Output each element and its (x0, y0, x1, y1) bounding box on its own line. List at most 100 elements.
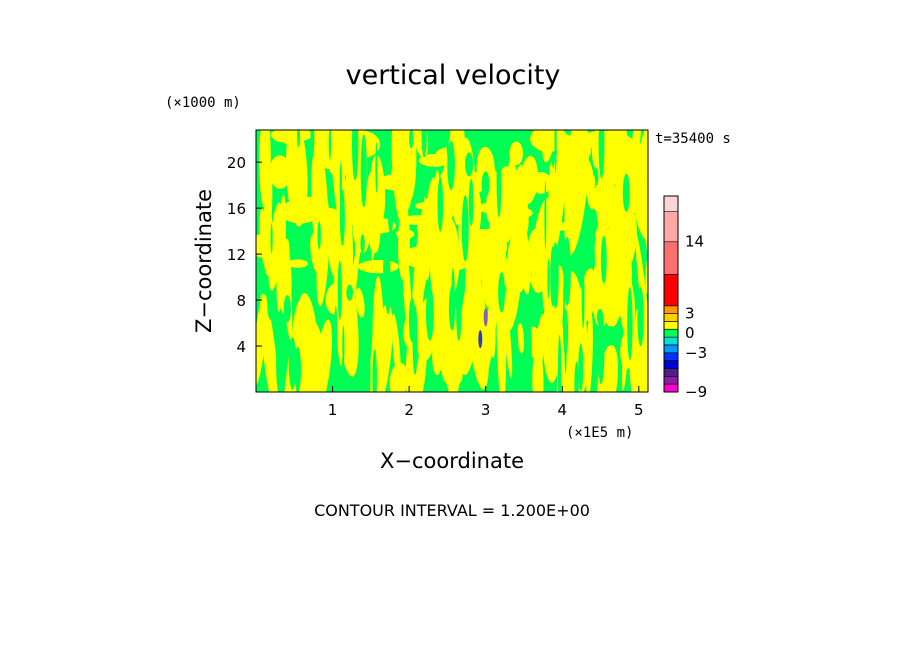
chart-title: vertical velocity (346, 60, 561, 91)
colorbar-segment (663, 195, 679, 212)
colorbar-tick-label: −3 (685, 344, 707, 362)
field-gap (597, 312, 605, 385)
field-gap (257, 262, 266, 295)
field-gap (297, 130, 300, 147)
field-gap (481, 171, 490, 198)
y-axis: 4 8 12 16 20 (227, 154, 262, 356)
x-axis: 1 2 3 4 5 (328, 386, 644, 419)
field-gap (426, 285, 434, 341)
colorbar-segment (663, 352, 679, 361)
field-gap (637, 287, 644, 347)
field-blob (391, 164, 407, 179)
field-streak (432, 323, 445, 376)
colorbar-frame (663, 195, 679, 393)
field-gap (496, 142, 502, 218)
x-axis-label: X−coordinate (380, 449, 524, 473)
colorbar-segment (663, 211, 679, 243)
field-blob (404, 247, 428, 268)
colorbar-segment (663, 368, 679, 377)
colorbar-segment (663, 328, 679, 338)
plot-frame (255, 129, 649, 393)
field-gap (352, 130, 359, 181)
field-streak (269, 155, 291, 189)
field-blob (312, 229, 340, 247)
x-tick-label: 5 (634, 401, 644, 419)
field-blob (256, 232, 286, 259)
colorbar-segment (663, 241, 679, 275)
time-label: t=35400 s (655, 131, 731, 147)
field-streak (517, 322, 525, 354)
y-tick-label: 8 (236, 292, 246, 310)
field-blob (395, 229, 415, 240)
velocity-field (256, 130, 648, 392)
field-gap (554, 130, 557, 174)
field-blob (272, 132, 299, 143)
field-gap (447, 140, 455, 190)
field-blob (378, 174, 413, 191)
colorbar-segment (663, 375, 679, 385)
field-streak (355, 287, 365, 318)
field-blob (530, 130, 568, 152)
field-streak (465, 258, 490, 390)
field-gap (552, 242, 559, 309)
field-blob (556, 169, 596, 192)
field-gap (360, 234, 365, 254)
field-gap (598, 130, 605, 179)
field-gap (456, 286, 462, 341)
field-gap (437, 177, 444, 232)
field-blob (468, 228, 504, 251)
field-gap (547, 259, 550, 299)
velocity-features (478, 308, 488, 349)
field-blob (360, 217, 396, 234)
field-blob (514, 257, 531, 283)
field-gap (387, 192, 394, 235)
field-gap (498, 272, 505, 313)
field-streak (449, 321, 463, 383)
field-gap (563, 236, 571, 306)
field-gap (383, 244, 391, 300)
field-streak (566, 290, 577, 361)
field-blob (509, 141, 523, 166)
field-gap (578, 343, 584, 392)
field-blob (402, 215, 433, 226)
field-gap (574, 361, 579, 392)
field-gap (342, 325, 345, 365)
colorbar-tick-label: −9 (685, 383, 707, 401)
x-tick-label: 3 (481, 401, 491, 419)
feature-negative-core (478, 330, 483, 349)
field-streak (370, 308, 378, 375)
field-gap (276, 332, 283, 392)
field-gap (267, 290, 274, 320)
colorbar-segment (663, 274, 679, 307)
colorbar-tick-label: 14 (685, 233, 704, 251)
x-tick-label: 4 (557, 401, 567, 419)
colorbar-tick-label: 0 (685, 324, 695, 342)
field-gap (421, 130, 427, 158)
field-blob (287, 259, 308, 268)
plot-area (255, 129, 649, 393)
field-blob (531, 172, 552, 194)
field-gap (337, 260, 342, 321)
field-streak (613, 209, 637, 279)
x-unit-label: (×1E5 m) (566, 425, 633, 441)
colorbar-segment (663, 360, 679, 369)
field-gap (288, 337, 297, 390)
field-gap (372, 349, 377, 392)
field-gap (283, 295, 291, 323)
field-gap (270, 223, 273, 254)
field-gap (627, 287, 633, 361)
y-tick-label: 4 (236, 338, 246, 356)
x-tick-label: 1 (328, 401, 338, 419)
field-gap (564, 326, 567, 374)
field-streak (629, 320, 648, 392)
field-gap (622, 173, 630, 212)
field-blob (358, 260, 399, 274)
colorbar-segment (663, 305, 679, 314)
colorbar-segment (663, 336, 679, 346)
colorbar-segment (663, 383, 679, 393)
y-axis-label: Z−coordinate (192, 189, 216, 333)
colorbar-segment (663, 344, 679, 354)
field-gap (367, 293, 373, 332)
colorbar-tick-label: 3 (685, 305, 695, 323)
field-gap (328, 130, 332, 161)
